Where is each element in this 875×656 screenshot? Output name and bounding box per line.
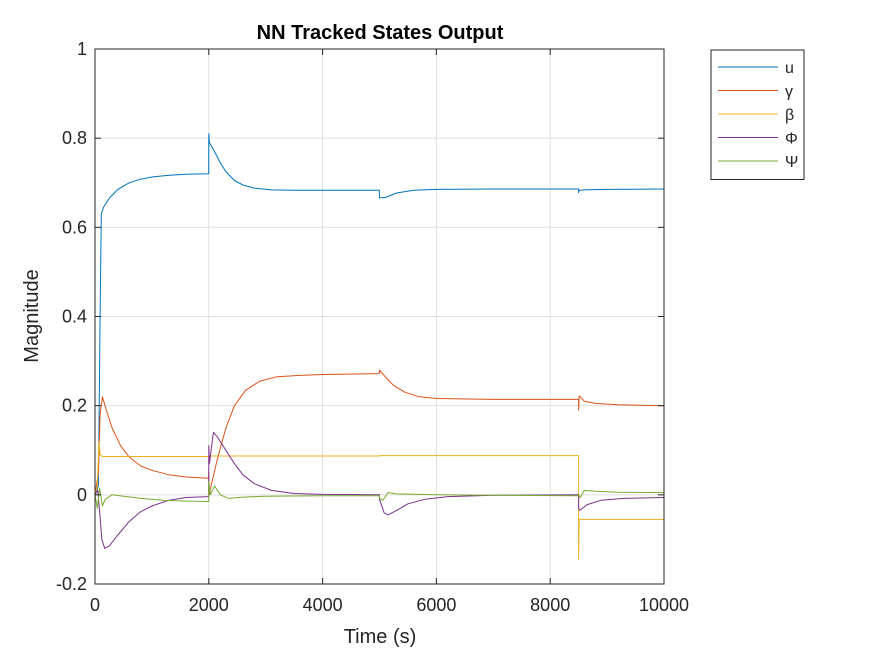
y-tick-label: -0.2	[56, 574, 87, 594]
y-tick-label: 0.6	[62, 217, 87, 237]
x-tick-label: 10000	[639, 595, 689, 615]
series-line-5	[94, 481, 665, 509]
y-tick-label: 0.4	[62, 307, 87, 327]
y-axis-label: Magnitude	[21, 269, 43, 362]
axis-ticks: 0 2000 4000 6000 8000 10000-0.200.20.40.60.81	[56, 39, 689, 615]
chart-title: NN Tracked States Output	[257, 22, 504, 44]
x-tick-label: 4000	[303, 595, 343, 615]
series-line-2	[94, 369, 665, 496]
y-tick-label: 0.8	[62, 128, 87, 148]
y-tick-label: 1	[77, 39, 87, 59]
legend-label: γ	[785, 84, 793, 101]
x-tick-label: 6000	[416, 595, 456, 615]
legend-label: Ψ	[785, 154, 798, 171]
series-lines	[94, 133, 665, 560]
y-tick-label: 0	[77, 485, 87, 505]
legend-label: β	[785, 107, 794, 124]
series-line-1	[94, 133, 665, 495]
x-tick-label: 8000	[530, 595, 570, 615]
x-tick-label: 2000	[189, 595, 229, 615]
legend-box	[710, 49, 805, 180]
x-axis-label: Time (s)	[344, 626, 417, 648]
y-tick-label: 0.2	[62, 396, 87, 416]
legend-label: Φ	[785, 131, 798, 148]
x-tick-label: 0	[90, 595, 100, 615]
legend-label: u	[785, 60, 794, 77]
